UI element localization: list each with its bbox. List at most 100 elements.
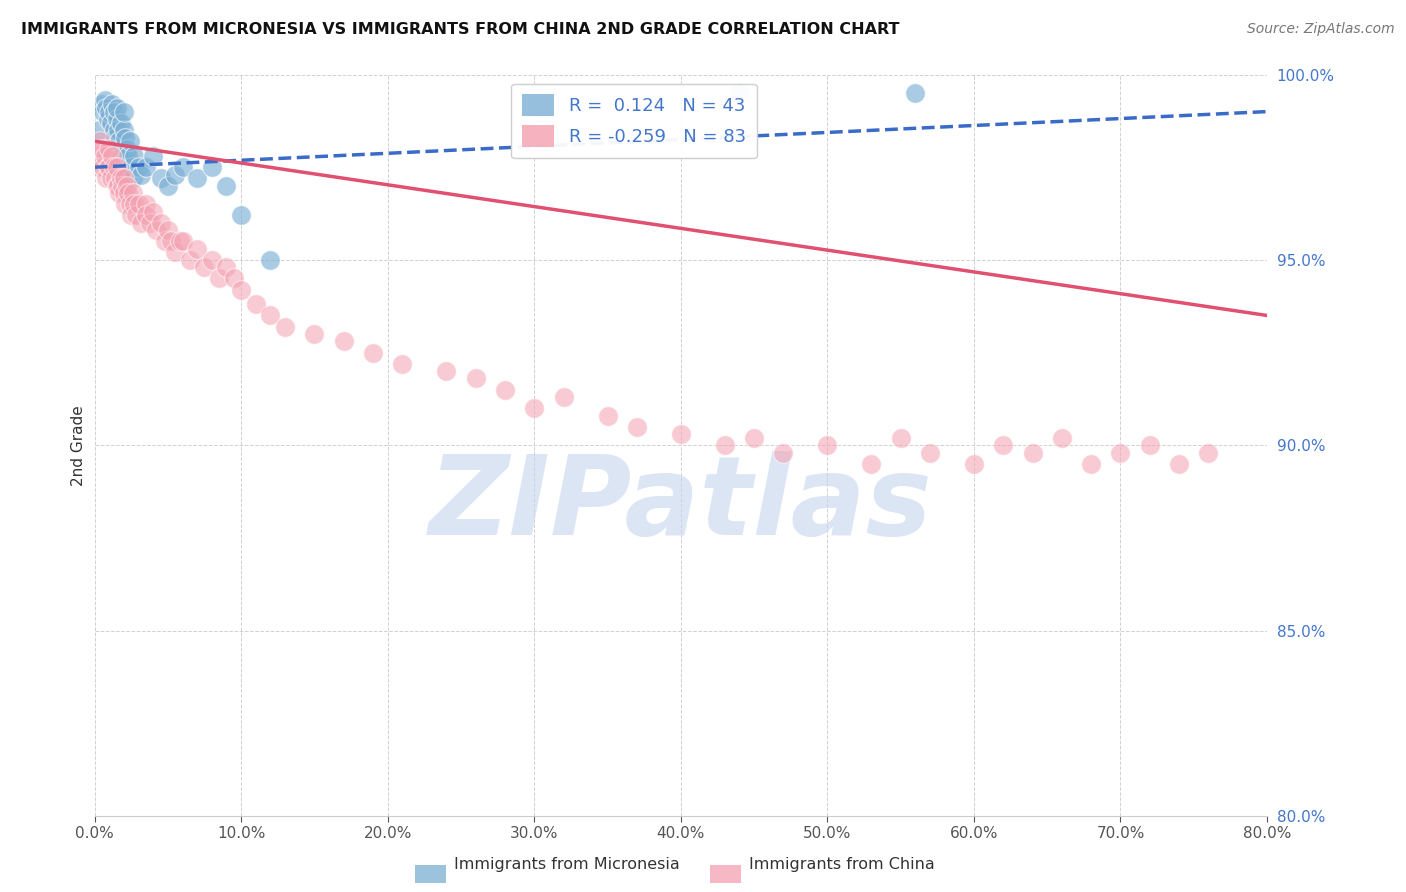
Point <box>105 178 128 193</box>
Point <box>742 431 765 445</box>
Text: IMMIGRANTS FROM MICRONESIA VS IMMIGRANTS FROM CHINA 2ND GRADE CORRELATION CHART: IMMIGRANTS FROM MICRONESIA VS IMMIGRANTS… <box>21 22 900 37</box>
Point <box>169 235 191 249</box>
Point <box>114 130 136 145</box>
Point <box>97 160 120 174</box>
Point <box>117 149 139 163</box>
Point <box>231 208 253 222</box>
Point <box>772 445 794 459</box>
Point <box>1197 445 1219 459</box>
Point <box>860 457 883 471</box>
Point <box>114 197 136 211</box>
Point <box>135 160 157 174</box>
Point <box>104 130 127 145</box>
Point <box>103 104 125 119</box>
Point <box>142 149 165 163</box>
Point <box>259 252 281 267</box>
Point <box>494 383 516 397</box>
Point <box>135 208 157 222</box>
Point <box>124 208 146 222</box>
Point <box>172 235 194 249</box>
Point <box>117 186 139 201</box>
Point <box>145 223 167 237</box>
Point <box>149 171 172 186</box>
Point <box>1109 445 1132 459</box>
Point <box>118 134 141 148</box>
Point <box>523 401 546 416</box>
Point <box>120 208 142 222</box>
Point <box>111 149 134 163</box>
Text: ZIPatlas: ZIPatlas <box>429 451 932 558</box>
Point <box>1021 445 1043 459</box>
Point <box>128 197 150 211</box>
Point <box>193 260 215 275</box>
Point <box>669 427 692 442</box>
Point <box>464 371 486 385</box>
Point <box>101 97 124 112</box>
Point <box>93 104 115 119</box>
Point <box>115 142 138 156</box>
Point <box>108 186 131 201</box>
Point <box>231 283 253 297</box>
Point <box>186 242 208 256</box>
Point <box>156 178 179 193</box>
Point <box>434 364 457 378</box>
Point <box>215 178 238 193</box>
Point <box>122 197 145 211</box>
Point <box>713 438 735 452</box>
Point <box>112 171 135 186</box>
Point <box>156 223 179 237</box>
Point <box>105 160 128 174</box>
Text: Source: ZipAtlas.com: Source: ZipAtlas.com <box>1247 22 1395 37</box>
Point <box>201 252 224 267</box>
Point <box>87 123 110 137</box>
Point <box>208 271 231 285</box>
Point <box>142 204 165 219</box>
Point <box>259 309 281 323</box>
Point <box>100 171 122 186</box>
Point <box>87 160 110 174</box>
Point <box>222 271 245 285</box>
Point <box>1139 438 1161 452</box>
Point <box>963 457 986 471</box>
Point <box>108 134 131 148</box>
Point <box>98 104 121 119</box>
Point <box>90 142 112 156</box>
Point <box>201 160 224 174</box>
Point <box>96 101 118 115</box>
Point <box>361 345 384 359</box>
Text: Immigrants from Micronesia: Immigrants from Micronesia <box>454 857 681 872</box>
Point <box>94 149 117 163</box>
Point <box>1080 457 1102 471</box>
Point <box>904 86 927 100</box>
Point <box>115 178 138 193</box>
Text: Immigrants from China: Immigrants from China <box>749 857 935 872</box>
Point <box>98 160 121 174</box>
Point <box>159 235 181 249</box>
Point <box>131 168 153 182</box>
Point <box>128 160 150 174</box>
Point <box>105 101 128 115</box>
Point <box>890 431 912 445</box>
Point <box>121 171 143 186</box>
Point <box>304 326 326 341</box>
Point <box>101 149 124 163</box>
Point <box>274 319 297 334</box>
Point <box>107 178 129 193</box>
Point <box>553 390 575 404</box>
Point <box>153 235 176 249</box>
Point <box>626 419 648 434</box>
Point <box>111 178 134 193</box>
Point <box>728 86 751 100</box>
Point <box>332 334 354 349</box>
Point <box>118 197 141 211</box>
Point <box>114 160 136 174</box>
Point <box>121 186 143 201</box>
Legend: R =  0.124   N = 43, R = -0.259   N = 83: R = 0.124 N = 43, R = -0.259 N = 83 <box>510 84 756 158</box>
Point <box>110 116 132 130</box>
Point <box>139 216 162 230</box>
Point <box>918 445 941 459</box>
Point <box>93 160 115 174</box>
Point <box>112 104 135 119</box>
Point <box>172 160 194 174</box>
Point <box>103 123 125 137</box>
